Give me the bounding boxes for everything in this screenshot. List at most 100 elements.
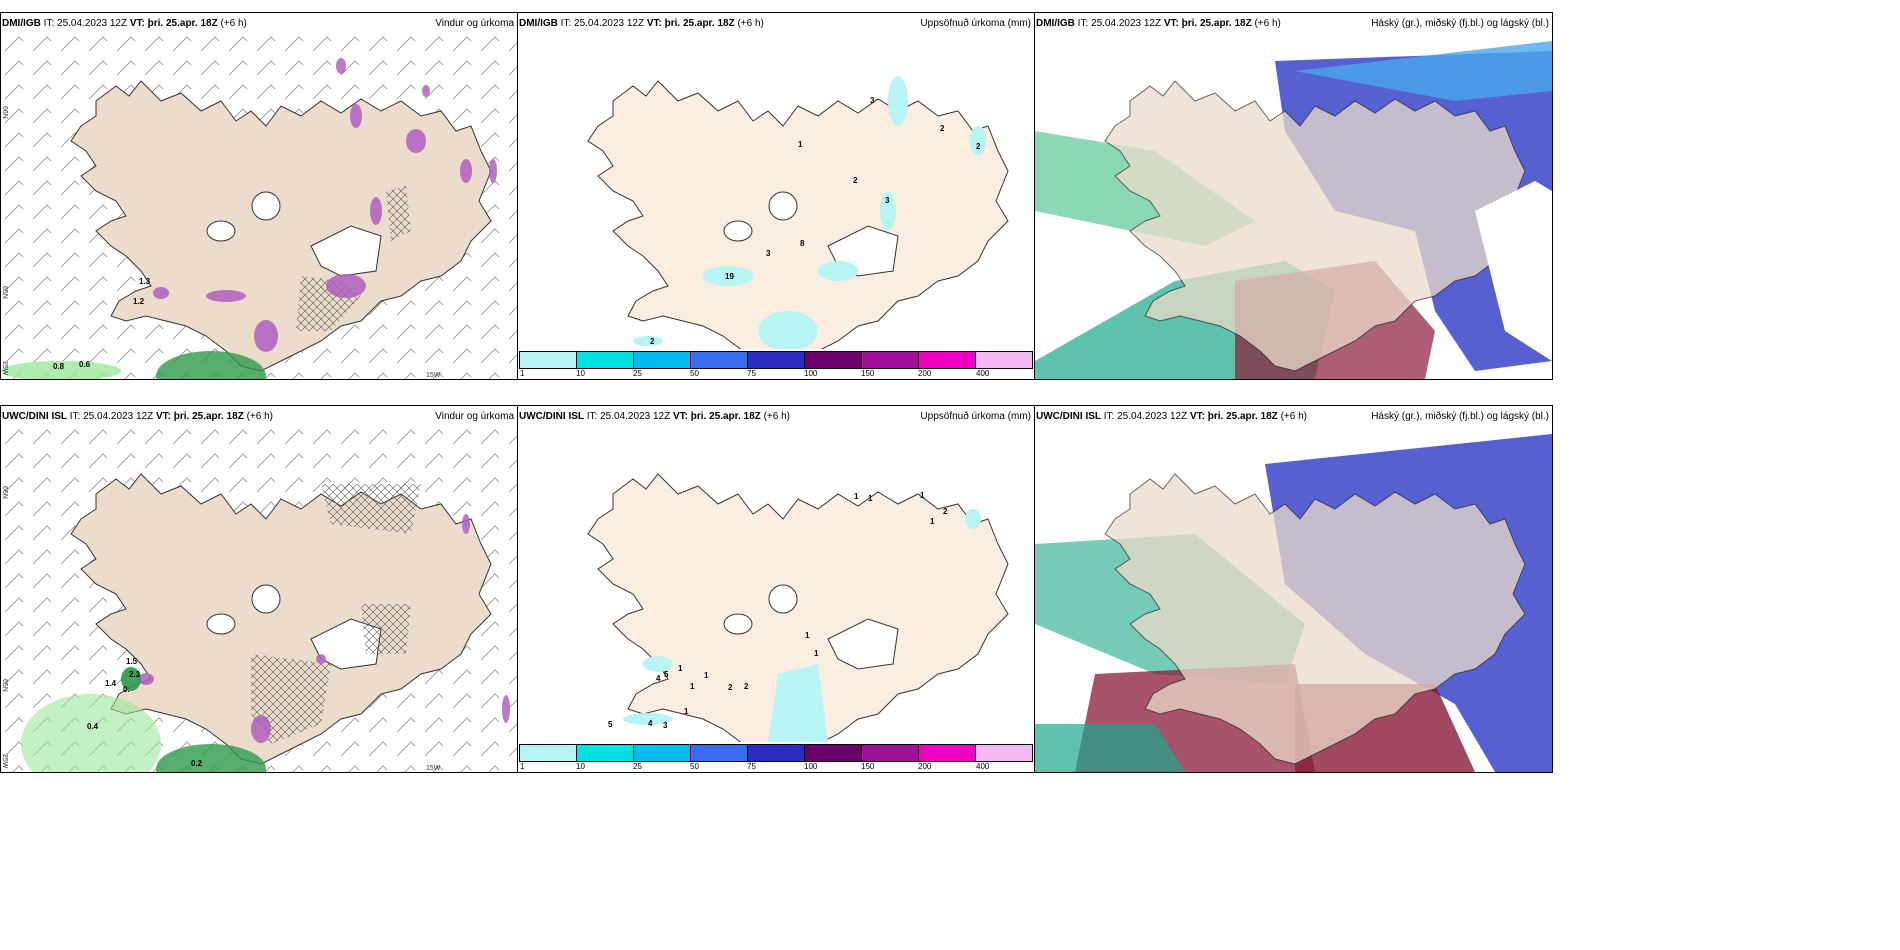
svg-text:3: 3 <box>885 196 890 205</box>
svg-text:1: 1 <box>814 649 819 658</box>
svg-text:1: 1 <box>690 682 695 691</box>
iceland-land <box>587 80 1009 349</box>
panel-header: UWC/DINI ISL IT: 25.04.2023 12Z VT: þri.… <box>518 410 1034 424</box>
svg-text:1.4: 1.4 <box>105 679 117 688</box>
vt-value: þri. 25.apr. 18Z <box>664 18 735 29</box>
colorbar-tick: 10 <box>576 369 585 378</box>
svg-text:1: 1 <box>678 664 683 673</box>
colorbar-cell <box>577 352 634 368</box>
svg-text:0.4: 0.4 <box>87 722 99 731</box>
vt-value: þri. 25.apr. 18Z <box>690 411 761 422</box>
it-value: 25.04.2023 12Z <box>57 18 128 29</box>
svg-text:4: 4 <box>648 719 653 728</box>
svg-text:66N: 66N <box>1 486 8 499</box>
colorbar-cell <box>919 352 976 368</box>
vt-value: þri. 25.apr. 18Z <box>1207 411 1278 422</box>
colorbar-cell <box>919 745 976 761</box>
accum-map: 1 1 1 2 1 1 1 2 5 4 1 1 2 1 1 5 4 3 <box>587 473 1009 742</box>
colorbar-cell <box>976 745 1032 761</box>
it-label: IT: <box>69 411 81 422</box>
it-label: IT: <box>1103 411 1115 422</box>
cloud-map <box>1035 31 1552 379</box>
panel-wind-precip-uwc: UWC/DINI ISL IT: 25.04.2023 12Z VT: þri.… <box>0 405 518 773</box>
glacier <box>251 584 281 614</box>
svg-text:1: 1 <box>930 517 935 526</box>
svg-text:3: 3 <box>766 249 771 258</box>
svg-text:25W: 25W <box>1 361 8 376</box>
vt-label: VT: <box>129 18 145 29</box>
high-cloud <box>1035 724 1185 772</box>
offset: (+6 h) <box>1280 411 1307 422</box>
source-label: DMI/IGB <box>519 18 558 29</box>
svg-text:4: 4 <box>656 674 661 683</box>
source-label: DMI/IGB <box>1036 18 1075 29</box>
svg-text:1: 1 <box>805 631 810 640</box>
value-labels: 3 2 2 1 2 3 3 8 19 2 <box>650 96 981 346</box>
glacier <box>206 613 236 635</box>
panel-title: Uppsöfnuð úrkoma (mm) <box>920 18 1031 29</box>
svg-text:1: 1 <box>798 140 803 149</box>
panel-title: Vindur og úrkoma <box>435 18 514 29</box>
colorbar-tick: 50 <box>690 762 699 771</box>
svg-text:19: 19 <box>725 272 734 281</box>
svg-text:1: 1 <box>684 707 689 716</box>
vt-value: þri. 25.apr. 18Z <box>147 18 218 29</box>
offset: (+6 h) <box>1254 18 1281 29</box>
svg-text:5: 5 <box>608 720 613 729</box>
svg-text:25W: 25W <box>1 754 8 769</box>
colorbar-tick: 1 <box>520 762 525 771</box>
svg-text:2.3: 2.3 <box>129 670 141 679</box>
colorbar-tick: 25 <box>633 369 642 378</box>
panel-accum-precip-uwc: UWC/DINI ISL IT: 25.04.2023 12Z VT: þri.… <box>517 405 1035 773</box>
hatch-area <box>251 654 331 744</box>
colorbar-tick: 50 <box>690 369 699 378</box>
colorbar-cell <box>862 352 919 368</box>
colorbar: 1 10 25 50 75 100 150 200 400 <box>518 349 1034 379</box>
colorbar-tick: 150 <box>861 369 875 378</box>
colorbar-cell <box>805 745 862 761</box>
colorbar-cell <box>748 352 805 368</box>
panel-header: DMI/IGB IT: 25.04.2023 12Z VT: þri. 25.a… <box>1035 17 1552 31</box>
colorbar-cell <box>520 352 577 368</box>
source-label: UWC/DINI ISL <box>2 411 67 422</box>
colorbar-tick: 400 <box>976 762 990 771</box>
wind-map: 1.5 2.3 1.4 0. 0.4 0.2 66N 65N 25W 15W <box>1 424 517 772</box>
offset: (+6 h) <box>246 411 273 422</box>
colorbar-cell <box>577 745 634 761</box>
vt-label: VT: <box>155 411 171 422</box>
value-labels: 1.3 1.2 0.8 0.6 <box>53 277 151 371</box>
panel-title: Vindur og úrkoma <box>435 411 514 422</box>
panel-clouds-uwc: UWC/DINI ISL IT: 25.04.2023 12Z VT: þri.… <box>1034 405 1553 773</box>
svg-text:65N: 65N <box>1 679 8 692</box>
it-label: IT: <box>586 411 598 422</box>
colorbar-tick: 1 <box>520 369 525 378</box>
glacier <box>827 618 899 670</box>
colorbar-tick: 75 <box>747 762 756 771</box>
svg-text:2: 2 <box>853 176 858 185</box>
svg-text:1: 1 <box>704 671 709 680</box>
svg-text:0.6: 0.6 <box>79 360 91 369</box>
panel-title: Uppsöfnuð úrkoma (mm) <box>920 411 1031 422</box>
colorbar-cell <box>520 745 577 761</box>
vt-value: þri. 25.apr. 18Z <box>1181 18 1252 29</box>
colorbar: 1 10 25 50 75 100 150 200 400 <box>518 742 1034 772</box>
vt-value: þri. 25.apr. 18Z <box>173 411 244 422</box>
colorbar-tick: 10 <box>576 762 585 771</box>
svg-text:1.3: 1.3 <box>139 277 151 286</box>
it-value: 25.04.2023 12Z <box>83 411 154 422</box>
precip-blobs <box>153 58 497 352</box>
svg-text:1.5: 1.5 <box>126 657 138 666</box>
colorbar-tick: 150 <box>861 762 875 771</box>
vt-label: VT: <box>1163 18 1179 29</box>
it-value: 25.04.2023 12Z <box>574 18 645 29</box>
svg-text:2: 2 <box>650 337 655 346</box>
offset: (+6 h) <box>220 18 247 29</box>
svg-text:1: 1 <box>920 491 925 500</box>
svg-text:15W: 15W <box>426 372 441 379</box>
grid-labels: 66N 65N 25W 15W <box>1 106 441 379</box>
vt-label: VT: <box>672 411 688 422</box>
offset: (+6 h) <box>737 18 764 29</box>
it-value: 25.04.2023 12Z <box>600 411 671 422</box>
source-label: UWC/DINI ISL <box>519 411 584 422</box>
glacier <box>768 191 798 221</box>
